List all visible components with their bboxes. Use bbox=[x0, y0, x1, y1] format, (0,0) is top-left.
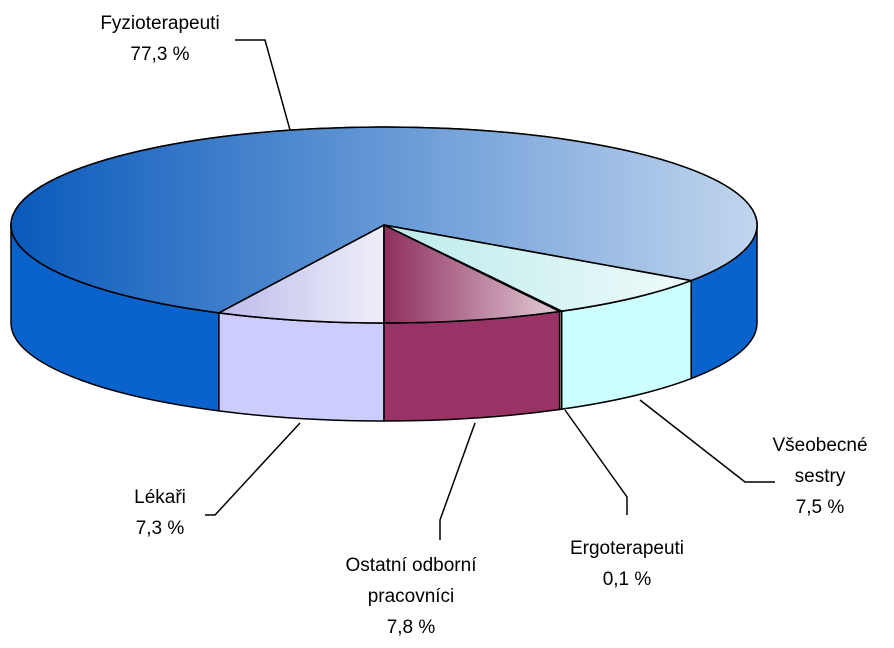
slice-label: Fyzioterapeuti 77,3 % bbox=[60, 8, 260, 70]
slice-shine bbox=[216, 223, 385, 324]
category-name: Fyzioterapeuti bbox=[100, 13, 220, 34]
category-name: Ergoterapeuti bbox=[569, 538, 685, 559]
slice-shine bbox=[383, 224, 694, 312]
leader-line bbox=[235, 39, 291, 131]
category-name: Všeobecné sestry bbox=[772, 435, 868, 487]
value-label: 7,3 % bbox=[135, 518, 185, 539]
value-label: 7,8 % bbox=[386, 617, 436, 638]
slice-label: Ostatní odborní pracovníci 7,8 % bbox=[324, 550, 499, 643]
side-walls bbox=[10, 224, 758, 422]
category-name: Ostatní odborní pracovníci bbox=[345, 555, 477, 607]
leader-lines bbox=[205, 39, 775, 540]
value-label: 7,5 % bbox=[795, 497, 845, 518]
value-label: 0,1 % bbox=[602, 569, 652, 590]
slice-shine bbox=[383, 223, 563, 324]
top-faces bbox=[10, 126, 758, 324]
value-label: 77,3 % bbox=[130, 44, 190, 65]
leader-line bbox=[439, 422, 476, 540]
leader-line bbox=[205, 422, 301, 516]
side-wall bbox=[383, 310, 561, 422]
leader-line bbox=[564, 409, 628, 515]
leader-line bbox=[639, 399, 775, 483]
slice-shine bbox=[10, 126, 758, 314]
slice-label: Ergoterapeuti 0,1 % bbox=[547, 533, 707, 595]
side-wall bbox=[218, 312, 385, 422]
category-name: Lékaři bbox=[134, 487, 186, 508]
slice-label: Lékaři 7,3 % bbox=[130, 482, 190, 544]
slice-label: Všeobecné sestry 7,5 % bbox=[770, 430, 870, 523]
